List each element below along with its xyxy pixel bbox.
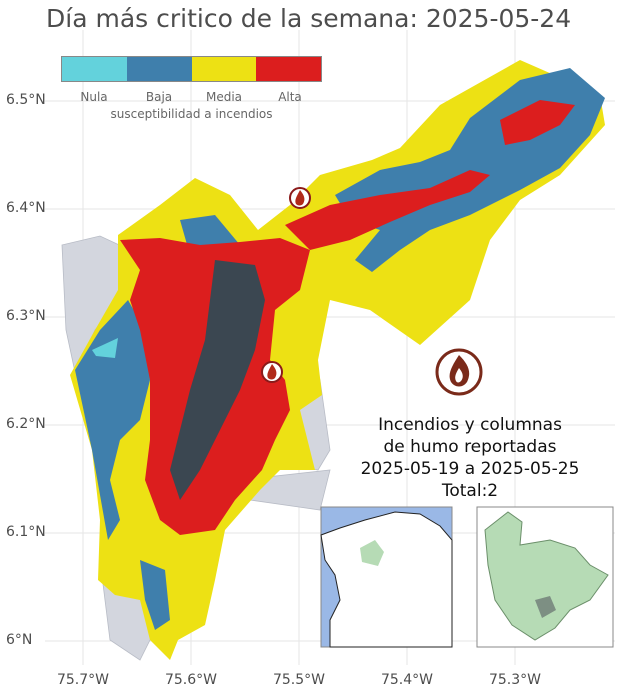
fires-report-line: de humo reportadas xyxy=(383,437,557,457)
y-tick-label: 6.2°N xyxy=(6,416,46,432)
legend-label-media: Media xyxy=(205,90,243,104)
x-tick-label: 75.3°W xyxy=(488,672,541,688)
susceptibility-map xyxy=(70,60,605,660)
fire-icon xyxy=(295,190,305,206)
x-tick-label: 75.5°W xyxy=(272,672,325,688)
fire-marker-2[interactable] xyxy=(261,361,283,383)
y-tick-label: 6°N xyxy=(6,632,33,648)
y-tick-label: 6.5°N xyxy=(6,92,46,108)
legend-swatch-baja xyxy=(126,57,192,81)
y-tick-label: 6.3°N xyxy=(6,308,46,324)
y-tick-label: 6.1°N xyxy=(6,524,46,540)
legend-label-baja: Baja xyxy=(145,90,173,104)
inset-map-department xyxy=(476,506,614,648)
zone-alta-corridor xyxy=(285,170,490,250)
legend-color-bar xyxy=(61,56,322,82)
zone-alta-north xyxy=(500,100,575,145)
fires-report-text: Incendios y columnas de humo reportadas … xyxy=(340,414,600,502)
zone-baja-west xyxy=(75,300,150,540)
fire-marker-1[interactable] xyxy=(289,187,311,209)
zone-dark-core xyxy=(170,260,265,500)
x-tick-label: 75.4°W xyxy=(380,672,433,688)
legend-caption: susceptibilidad a incendios xyxy=(110,107,273,121)
fire-badge-icon xyxy=(435,348,483,396)
fire-icon xyxy=(267,364,277,380)
zone-nula xyxy=(92,338,118,358)
x-tick-label: 75.7°W xyxy=(56,672,109,688)
inset-map-country xyxy=(320,506,453,648)
legend-swatch-media xyxy=(191,57,257,81)
legend-label-alta: Alta xyxy=(278,90,302,104)
legend-label-nula: Nula xyxy=(80,90,108,104)
zone-baja-south xyxy=(140,560,170,630)
fires-report-line: Incendios y columnas xyxy=(378,415,562,435)
fires-report-dates: 2025-05-19 a 2025-05-25 xyxy=(360,459,580,479)
fires-report-total: Total:2 xyxy=(441,481,499,501)
y-tick-label: 6.4°N xyxy=(6,200,46,216)
map-title: Día más critico de la semana: 2025-05-24 xyxy=(46,4,572,33)
legend-swatch-alta xyxy=(256,57,321,81)
x-tick-label: 75.6°W xyxy=(164,672,217,688)
legend-swatch-nula xyxy=(62,57,127,81)
